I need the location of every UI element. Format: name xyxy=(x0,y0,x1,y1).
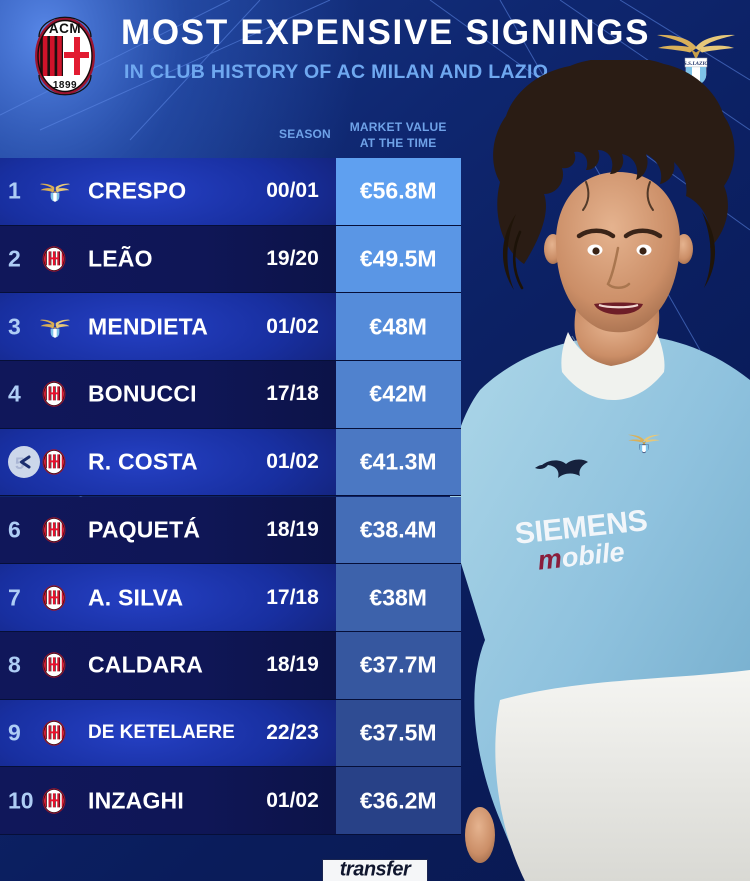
svg-text:ACM: ACM xyxy=(49,21,81,36)
svg-text:1899: 1899 xyxy=(53,80,77,91)
